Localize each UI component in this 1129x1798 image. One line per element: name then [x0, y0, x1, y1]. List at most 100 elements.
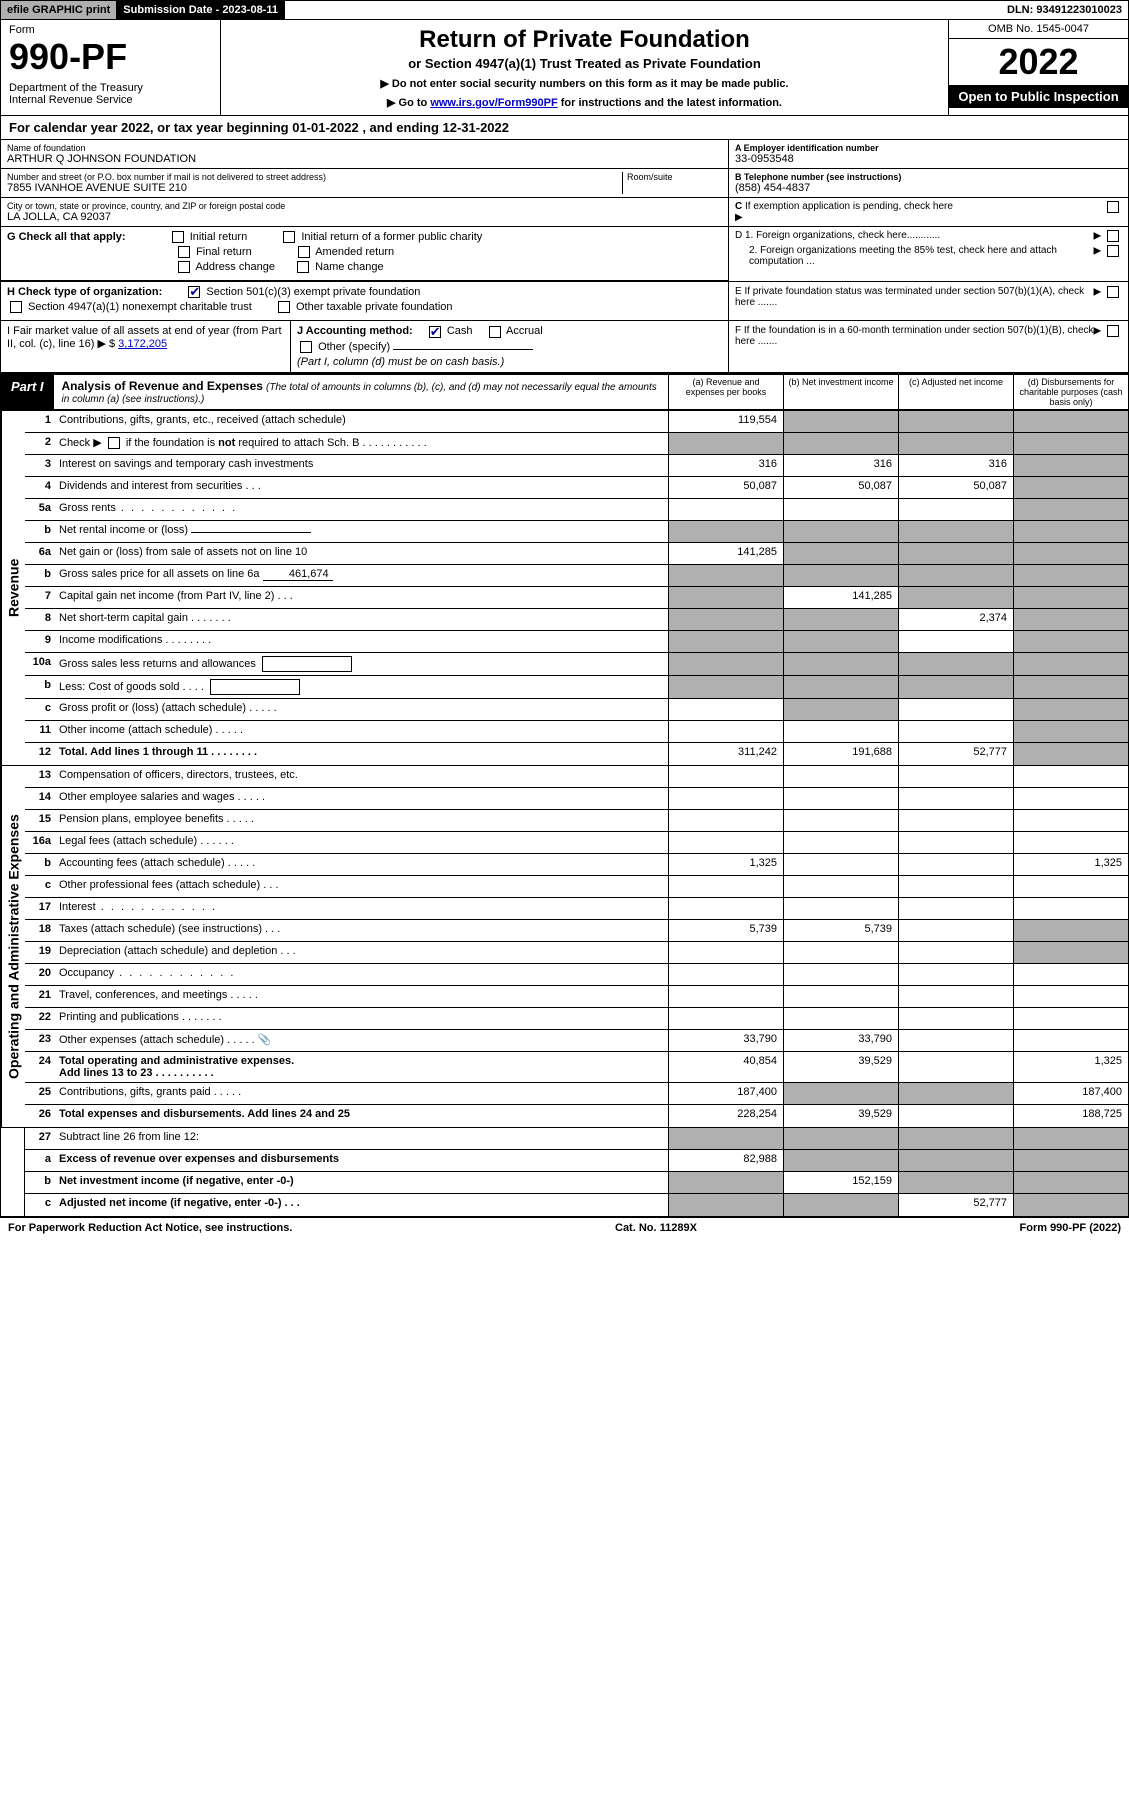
table-row: 9Income modifications . . . . . . . . — [25, 631, 1128, 653]
calendar-year-row: For calendar year 2022, or tax year begi… — [0, 116, 1129, 140]
table-row: 6aNet gain or (loss) from sale of assets… — [25, 543, 1128, 565]
table-row: 14Other employee salaries and wages . . … — [25, 788, 1128, 810]
expenses-table: Operating and Administrative Expenses 13… — [0, 766, 1129, 1128]
phone-cell: B Telephone number (see instructions) (8… — [729, 169, 1128, 198]
table-row: 20Occupancy — [25, 964, 1128, 986]
chk-final-return[interactable] — [178, 246, 190, 258]
chk-f[interactable] — [1107, 325, 1119, 337]
part1-desc: Analysis of Revenue and Expenses (The to… — [54, 375, 668, 409]
chk-c[interactable] — [1107, 201, 1119, 213]
revenue-table: Revenue 1Contributions, gifts, grants, e… — [0, 411, 1129, 766]
table-row: cGross profit or (loss) (attach schedule… — [25, 699, 1128, 721]
table-row: 12Total. Add lines 1 through 11 . . . . … — [25, 743, 1128, 765]
instr-2: ▶ Go to www.irs.gov/Form990PF for instru… — [231, 96, 938, 109]
table-row: 4Dividends and interest from securities … — [25, 477, 1128, 499]
col-a-hdr: (a) Revenue and expenses per books — [668, 375, 783, 409]
table-row: 18Taxes (attach schedule) (see instructi… — [25, 920, 1128, 942]
part1-header: Part I Analysis of Revenue and Expenses … — [0, 373, 1129, 411]
top-bar: efile GRAPHIC print Submission Date - 20… — [0, 0, 1129, 20]
chk-other-acct[interactable] — [300, 341, 312, 353]
table-row: 10aGross sales less returns and allowanc… — [25, 653, 1128, 676]
form-header: Form 990-PF Department of the Treasury I… — [0, 20, 1129, 116]
table-row: 26Total expenses and disbursements. Add … — [25, 1105, 1128, 1127]
line27-table: 27Subtract line 26 from line 12: aExcess… — [0, 1128, 1129, 1217]
table-row: 21Travel, conferences, and meetings . . … — [25, 986, 1128, 1008]
table-row: bGross sales price for all assets on lin… — [25, 565, 1128, 587]
table-row: 8Net short-term capital gain . . . . . .… — [25, 609, 1128, 631]
entity-info: Name of foundation ARTHUR Q JOHNSON FOUN… — [0, 140, 1129, 282]
table-row: cOther professional fees (attach schedul… — [25, 876, 1128, 898]
table-row: 1Contributions, gifts, grants, etc., rec… — [25, 411, 1128, 433]
page-footer: For Paperwork Reduction Act Notice, see … — [0, 1217, 1129, 1238]
table-row: 5aGross rents — [25, 499, 1128, 521]
col-d-hdr: (d) Disbursements for charitable purpose… — [1013, 375, 1128, 409]
table-row: bAccounting fees (attach schedule) . . .… — [25, 854, 1128, 876]
fmv-value: 3,172,205 — [118, 338, 167, 350]
form-label: Form — [9, 24, 212, 36]
table-row: 16aLegal fees (attach schedule) . . . . … — [25, 832, 1128, 854]
table-row: 3Interest on savings and temporary cash … — [25, 455, 1128, 477]
h-row: H Check type of organization: Section 50… — [0, 282, 1129, 321]
table-row: 19Depreciation (attach schedule) and dep… — [25, 942, 1128, 964]
table-row: 7Capital gain net income (from Part IV, … — [25, 587, 1128, 609]
name-cell: Name of foundation ARTHUR Q JOHNSON FOUN… — [1, 140, 728, 169]
instr-1: ▶ Do not enter social security numbers o… — [231, 77, 938, 90]
table-row: 25Contributions, gifts, grants paid . . … — [25, 1083, 1128, 1105]
ij-row: I Fair market value of all assets at end… — [0, 321, 1129, 372]
header-mid: Return of Private Foundation or Section … — [221, 20, 948, 115]
revenue-side-label: Revenue — [1, 411, 25, 765]
table-row: 24Total operating and administrative exp… — [25, 1052, 1128, 1083]
chk-cash[interactable] — [429, 326, 441, 338]
tax-year: 2022 — [949, 39, 1128, 85]
chk-e[interactable] — [1107, 286, 1119, 298]
table-row: bLess: Cost of goods sold . . . . — [25, 676, 1128, 699]
header-left: Form 990-PF Department of the Treasury I… — [1, 20, 221, 115]
chk-name-change[interactable] — [297, 261, 309, 273]
table-row: 27Subtract line 26 from line 12: — [25, 1128, 1128, 1150]
chk-d1[interactable] — [1107, 230, 1119, 242]
submission-date-label: Submission Date - 2023-08-11 — [117, 1, 285, 19]
footer-mid: Cat. No. 11289X — [615, 1222, 697, 1234]
table-row: bNet investment income (if negative, ent… — [25, 1172, 1128, 1194]
table-row: 11Other income (attach schedule) . . . .… — [25, 721, 1128, 743]
chk-initial-return[interactable] — [172, 231, 184, 243]
dln-label: DLN: 93491223010023 — [1001, 1, 1128, 19]
table-row: aExcess of revenue over expenses and dis… — [25, 1150, 1128, 1172]
form-number: 990-PF — [9, 36, 212, 78]
chk-other-tax[interactable] — [278, 301, 290, 313]
attachment-icon[interactable]: 📎 — [258, 1034, 272, 1046]
room-suite: Room/suite — [622, 172, 722, 194]
chk-4947[interactable] — [10, 301, 22, 313]
city-cell: City or town, state or province, country… — [1, 198, 728, 227]
chk-schb[interactable] — [108, 437, 120, 449]
address-cell: Number and street (or P.O. box number if… — [1, 169, 728, 198]
chk-initial-former[interactable] — [283, 231, 295, 243]
d-cell: D 1. Foreign organizations, check here..… — [729, 227, 1128, 270]
chk-d2[interactable] — [1107, 245, 1119, 257]
expenses-side-label: Operating and Administrative Expenses — [1, 766, 25, 1127]
chk-amended[interactable] — [298, 246, 310, 258]
dept-treasury: Department of the Treasury Internal Reve… — [9, 82, 212, 106]
omb-number: OMB No. 1545-0047 — [949, 20, 1128, 39]
footer-right: Form 990-PF (2022) — [1020, 1222, 1122, 1234]
form-subtitle: or Section 4947(a)(1) Trust Treated as P… — [231, 56, 938, 71]
table-row: cAdjusted net income (if negative, enter… — [25, 1194, 1128, 1216]
efile-print-button[interactable]: efile GRAPHIC print — [1, 1, 117, 19]
c-cell: C C If exemption application is pending,… — [729, 198, 1128, 227]
header-right: OMB No. 1545-0047 2022 Open to Public In… — [948, 20, 1128, 115]
table-row: 15Pension plans, employee benefits . . .… — [25, 810, 1128, 832]
chk-address-change[interactable] — [178, 261, 190, 273]
ein-cell: A Employer identification number 33-0953… — [729, 140, 1128, 169]
table-row: 17Interest — [25, 898, 1128, 920]
g-checks: G Check all that apply: Initial return I… — [1, 227, 728, 281]
footer-left: For Paperwork Reduction Act Notice, see … — [8, 1222, 292, 1234]
chk-accrual[interactable] — [489, 326, 501, 338]
table-row: 2Check ▶ if the foundation is not requir… — [25, 433, 1128, 455]
table-row: 23Other expenses (attach schedule) . . .… — [25, 1030, 1128, 1052]
col-c-hdr: (c) Adjusted net income — [898, 375, 1013, 409]
table-row: bNet rental income or (loss) — [25, 521, 1128, 543]
instr-link[interactable]: www.irs.gov/Form990PF — [430, 97, 557, 109]
col-b-hdr: (b) Net investment income — [783, 375, 898, 409]
chk-501c3[interactable] — [188, 286, 200, 298]
form-title: Return of Private Foundation — [231, 26, 938, 54]
